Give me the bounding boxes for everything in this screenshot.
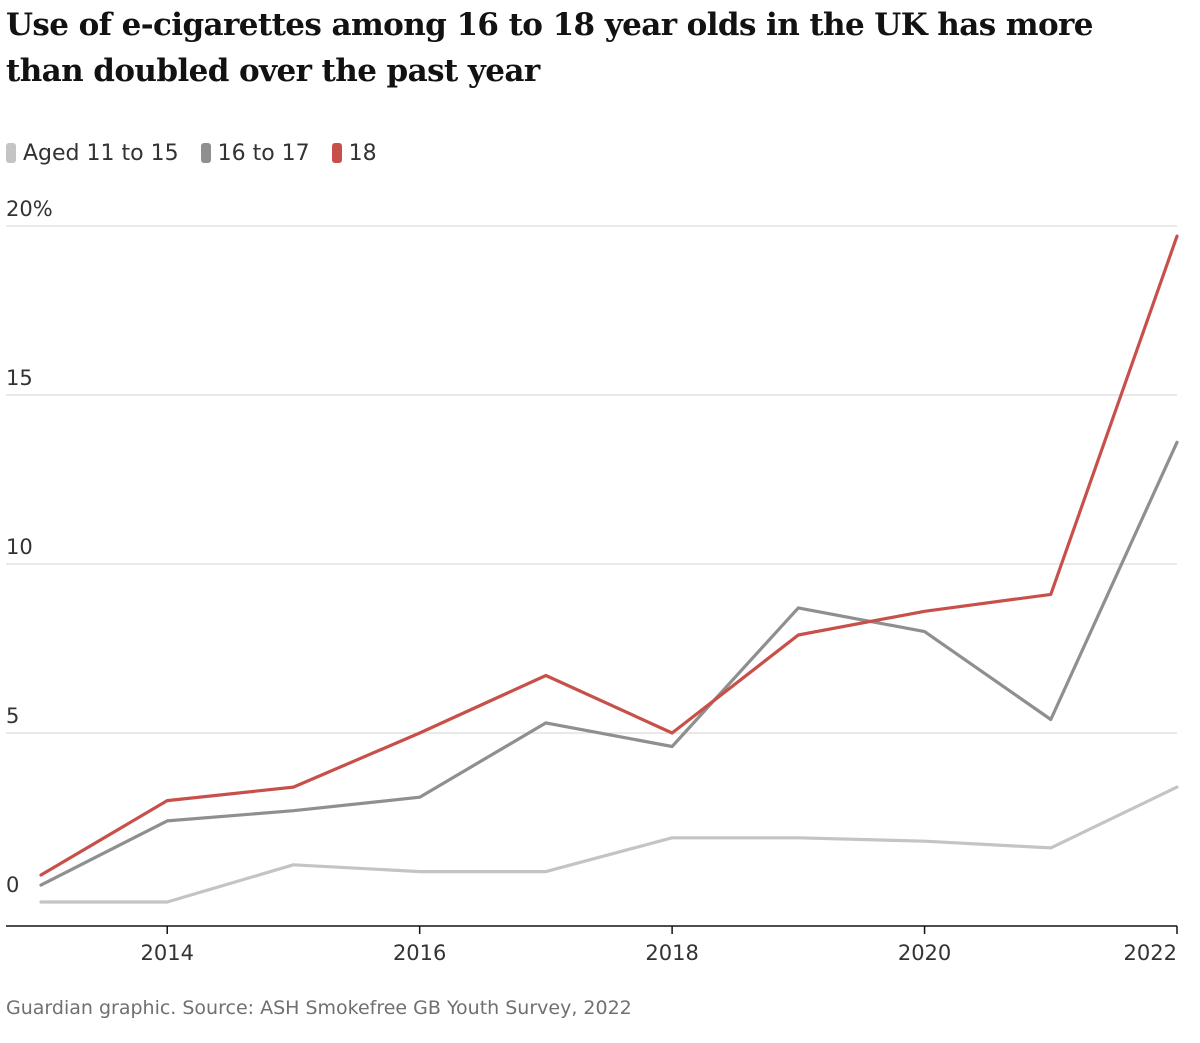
axes (6, 925, 1178, 934)
y-tick-label-10: 10 (6, 535, 33, 559)
gridlines (6, 225, 1177, 734)
y-tick-label-0: 0 (6, 873, 19, 897)
x-tick-label-2020: 2020 (898, 941, 951, 965)
legend-item-16-17: 16 to 17 (200, 140, 310, 166)
legend-label-aged-11-15: Aged 11 to 15 (23, 140, 179, 166)
x-tick-label-2016: 2016 (393, 941, 446, 965)
x-tick-label-2022: 2022 (1124, 941, 1177, 965)
y-tick-label-5: 5 (6, 704, 19, 728)
line-chart: 0 5 10 15 20% 2014 2016 2018 2020 2022 (6, 197, 1179, 965)
series-line-18 (39, 234, 1179, 877)
series-line-aged-11-to-15 (39, 785, 1179, 904)
legend-swatch-18 (331, 143, 342, 163)
source-note: Guardian graphic. Source: ASH Smokefree … (6, 997, 632, 1019)
legend-item-18: 18 (331, 140, 377, 166)
legend-label-18: 18 (348, 140, 377, 166)
series-lines (39, 234, 1179, 904)
y-tick-label-15: 15 (6, 366, 33, 390)
legend: Aged 11 to 15 16 to 17 18 (6, 138, 377, 168)
legend-item-aged-11-15: Aged 11 to 15 (6, 141, 179, 166)
legend-label-16-17: 16 to 17 (217, 140, 310, 166)
legend-swatch-aged-11-15 (6, 143, 16, 163)
legend-swatch-16-17 (200, 143, 211, 163)
series-line-16-to-17 (39, 440, 1179, 887)
chart-title: Use of e-cigarettes among 16 to 18 year … (6, 7, 1093, 89)
x-tick-label-2014: 2014 (140, 941, 193, 965)
y-tick-label-20: 20% (6, 197, 53, 221)
x-tick-label-2018: 2018 (645, 941, 698, 965)
tick-labels: 0 5 10 15 20% 2014 2016 2018 2020 2022 (6, 197, 1177, 965)
